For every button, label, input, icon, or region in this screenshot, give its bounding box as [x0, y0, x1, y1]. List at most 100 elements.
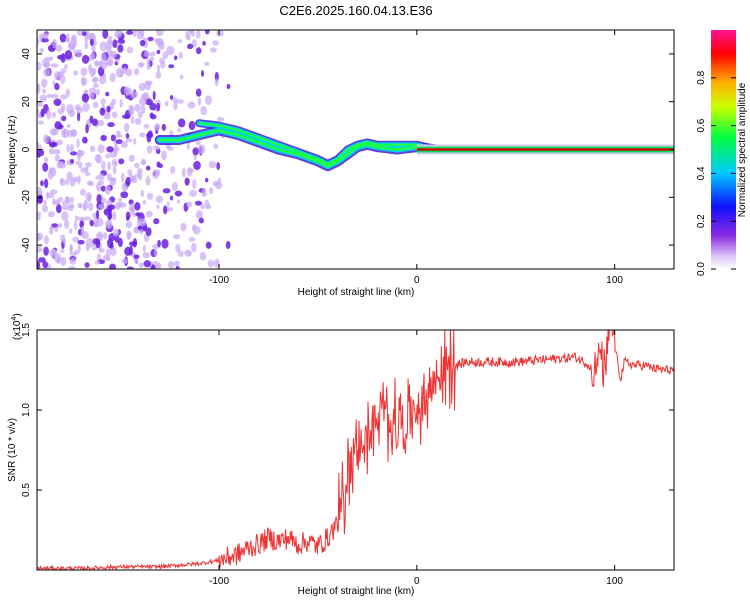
noise-speckle — [134, 201, 141, 211]
noise-speckle — [89, 38, 94, 46]
spectrogram-x-tick-label: 0 — [414, 275, 420, 286]
snr-y-label: SNR (10 * v/v) — [7, 418, 18, 482]
snr-y-tick-label: 1.0 — [21, 403, 32, 417]
noise-speckle — [212, 180, 220, 187]
noise-speckle — [155, 195, 163, 204]
noise-speckle — [116, 203, 123, 208]
colorbar-label: Normalized spectral amplitude — [737, 82, 748, 217]
noise-speckle — [134, 258, 139, 264]
noise-speckle — [198, 217, 204, 224]
noise-speckle — [109, 72, 116, 83]
noise-speckle — [67, 42, 75, 51]
noise-speckle — [195, 30, 201, 39]
noise-speckle — [92, 67, 97, 75]
noise-speckle — [69, 243, 73, 254]
noise-speckle — [117, 44, 124, 53]
noise-speckle — [94, 154, 101, 163]
noise-speckle — [63, 219, 70, 230]
noise-speckle — [37, 245, 43, 253]
noise-speckle — [43, 199, 47, 206]
noise-speckle — [76, 138, 80, 149]
noise-speckle — [61, 211, 69, 221]
noise-speckle — [177, 118, 186, 128]
noise-speckle — [80, 67, 88, 77]
noise-speckle — [50, 63, 59, 68]
noise-speckle — [81, 136, 88, 144]
noise-speckle — [37, 37, 40, 46]
noise-speckle — [125, 211, 131, 220]
noise-speckle — [92, 101, 99, 109]
noise-speckle — [150, 264, 156, 269]
noise-speckle — [112, 166, 117, 175]
noise-speckle — [127, 169, 133, 176]
noise-speckle — [52, 198, 56, 206]
noise-speckle — [37, 232, 41, 242]
noise-speckle — [96, 209, 100, 220]
noise-speckle — [95, 88, 101, 96]
noise-speckle — [52, 38, 58, 49]
noise-speckle — [128, 106, 135, 116]
noise-speckle — [155, 30, 164, 37]
noise-speckle — [144, 80, 152, 91]
noise-speckle — [112, 210, 117, 221]
noise-speckle — [138, 262, 144, 268]
noise-speckle — [142, 252, 150, 259]
noise-speckle — [76, 49, 83, 58]
noise-speckle — [85, 237, 94, 248]
noise-speckle — [117, 39, 126, 44]
noise-speckle — [70, 196, 74, 204]
noise-speckle — [110, 134, 116, 142]
noise-speckle — [49, 189, 58, 195]
noise-speckle — [137, 62, 144, 68]
noise-speckle — [100, 61, 108, 70]
snr-background — [37, 330, 674, 570]
noise-speckle — [69, 143, 74, 153]
noise-speckle — [120, 191, 129, 199]
noise-speckle — [197, 144, 206, 155]
noise-speckle — [107, 161, 112, 171]
noise-speckle — [153, 218, 160, 225]
noise-speckle — [106, 56, 114, 66]
noise-speckle — [126, 230, 132, 240]
noise-speckle — [89, 33, 94, 39]
noise-speckle — [191, 242, 197, 253]
noise-speckle — [62, 128, 67, 138]
noise-speckle — [41, 37, 49, 43]
noise-speckle — [43, 134, 50, 144]
noise-speckle — [51, 112, 57, 118]
noise-speckle — [213, 143, 219, 150]
noise-speckle — [202, 40, 206, 46]
noise-speckle — [125, 221, 133, 229]
noise-speckle — [140, 189, 145, 198]
noise-speckle — [97, 180, 105, 186]
noise-speckle — [107, 205, 111, 212]
noise-speckle — [83, 216, 92, 221]
noise-speckle — [110, 50, 117, 59]
noise-speckle — [115, 139, 123, 145]
noise-speckle — [170, 165, 176, 174]
noise-speckle — [77, 243, 81, 254]
noise-speckle — [95, 239, 101, 249]
noise-speckle — [186, 201, 193, 208]
noise-speckle — [175, 265, 180, 269]
noise-speckle — [158, 163, 163, 169]
noise-speckle — [134, 118, 142, 125]
snr-y-tick-label: 1.5 — [21, 323, 32, 337]
noise-speckle — [164, 101, 169, 107]
colorbar-tick-label: 0.0 — [696, 262, 707, 276]
noise-speckle — [113, 148, 118, 156]
noise-speckle — [75, 160, 79, 165]
noise-speckle — [146, 192, 154, 200]
noise-speckle — [201, 70, 205, 77]
noise-speckle — [42, 162, 49, 172]
colorbar-gradient — [711, 30, 736, 269]
noise-speckle — [197, 97, 202, 106]
noise-speckle — [209, 47, 217, 53]
noise-speckle — [145, 175, 151, 186]
noise-speckle — [137, 225, 143, 230]
noise-speckle — [76, 106, 84, 114]
noise-speckle — [137, 111, 143, 119]
noise-speckle — [60, 256, 67, 267]
noise-speckle — [162, 51, 169, 59]
noise-speckle — [135, 212, 141, 217]
